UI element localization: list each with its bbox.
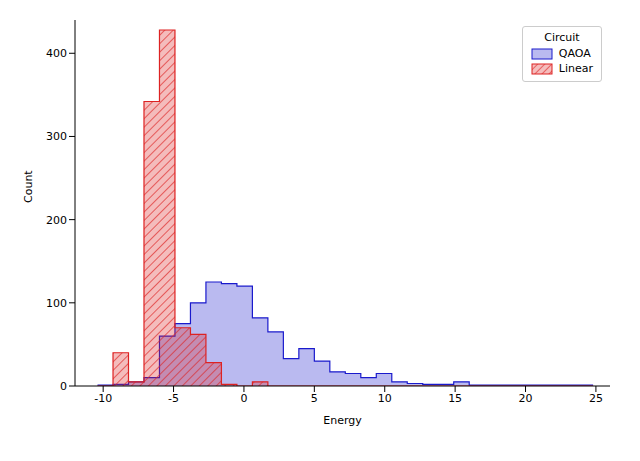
svg-text:400: 400	[46, 47, 67, 60]
svg-text:300: 300	[46, 130, 67, 143]
svg-text:Energy: Energy	[323, 414, 362, 427]
svg-text:100: 100	[46, 297, 67, 310]
svg-text:Count: Count	[22, 170, 35, 203]
svg-text:0: 0	[60, 380, 67, 393]
svg-text:10: 10	[378, 392, 392, 405]
svg-text:20: 20	[519, 392, 533, 405]
html-text:QAOA: QAOA	[558, 47, 591, 60]
svg-text:-10: -10	[94, 392, 112, 405]
svg-text:-5: -5	[168, 392, 179, 405]
html-text:Circuit: Circuit	[544, 31, 580, 44]
svg-text:5: 5	[311, 392, 318, 405]
svg-text:15: 15	[448, 392, 462, 405]
svg-text:0: 0	[240, 392, 247, 405]
svg-text:200: 200	[46, 214, 67, 227]
html-text:Linear: Linear	[558, 62, 593, 75]
svg-text:25: 25	[589, 392, 603, 405]
